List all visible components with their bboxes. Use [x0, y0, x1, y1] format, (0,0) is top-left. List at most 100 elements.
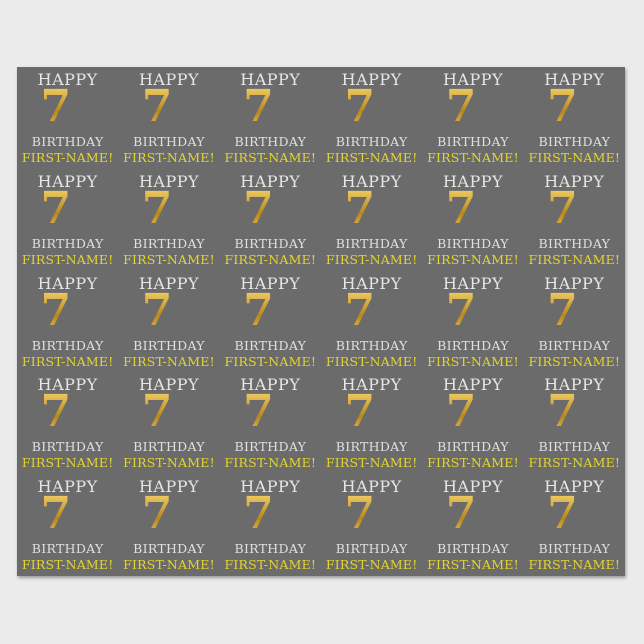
birthday-text: BIRTHDAY: [538, 235, 611, 251]
happy-text: HAPPY: [240, 477, 301, 497]
age-suffix: th: [577, 302, 602, 327]
birthday-text: BIRTHDAY: [133, 337, 205, 353]
happy-text: HAPPY: [544, 171, 605, 191]
birthday-text: BIRTHDAY: [437, 439, 509, 455]
age-number: 7th: [220, 187, 321, 231]
first-name-text: FIRST-NAME!: [224, 251, 317, 267]
age-number: 7th: [422, 289, 523, 333]
age-digit: 7: [445, 81, 477, 132]
birthday-text: BIRTHDAY: [31, 235, 104, 251]
pattern-tile: HAPPY 7th BIRTHDAY FIRST-NAME!: [118, 372, 219, 474]
birthday-text: BIRTHDAY: [335, 439, 408, 455]
age-number: 7th: [422, 85, 523, 129]
pattern-tile: HAPPY 7th BIRTHDAY FIRST-NAME!: [220, 474, 321, 576]
pattern-tile: HAPPY 7th BIRTHDAY FIRST-NAME!: [220, 169, 321, 271]
age-digit: 7: [40, 284, 72, 336]
age-suffix: th: [273, 200, 298, 225]
age-digit: 7: [445, 182, 477, 234]
pattern-tile: HAPPY 7th BIRTHDAY FIRST-NAME!: [422, 271, 523, 373]
happy-text: HAPPY: [37, 375, 98, 395]
age-suffix: th: [71, 99, 95, 123]
age-suffix: th: [476, 404, 501, 429]
happy-text: HAPPY: [544, 70, 605, 89]
first-name-text: FIRST-NAME!: [427, 557, 519, 573]
age-suffix: th: [273, 302, 298, 327]
age-number: 7th: [422, 390, 523, 434]
happy-text: HAPPY: [240, 273, 301, 293]
first-name-text: FIRST-NAME!: [224, 353, 317, 369]
pattern-tile: HAPPY 7th BIRTHDAY FIRST-NAME!: [17, 372, 118, 474]
happy-text: HAPPY: [138, 477, 200, 497]
birthday-text: BIRTHDAY: [538, 337, 611, 353]
age-suffix: th: [71, 404, 95, 429]
pattern-tile: HAPPY 7th BIRTHDAY FIRST-NAME!: [220, 67, 321, 169]
age-suffix: th: [375, 506, 399, 531]
age-digit: 7: [344, 284, 376, 336]
first-name-text: FIRST-NAME!: [21, 557, 114, 573]
age-suffix: th: [172, 302, 197, 327]
first-name-text: FIRST-NAME!: [21, 353, 114, 369]
happy-text: HAPPY: [240, 171, 301, 191]
happy-text: HAPPY: [544, 273, 605, 293]
first-name-text: FIRST-NAME!: [528, 150, 621, 165]
age-suffix: th: [273, 99, 298, 123]
birthday-text: BIRTHDAY: [31, 541, 104, 557]
age-number: 7th: [524, 492, 625, 536]
happy-text: HAPPY: [138, 273, 200, 293]
happy-text: HAPPY: [341, 70, 402, 89]
age-number: 7th: [524, 187, 625, 231]
age-digit: 7: [445, 488, 477, 540]
first-name-text: FIRST-NAME!: [224, 557, 317, 573]
birthday-text: BIRTHDAY: [31, 134, 104, 149]
age-suffix: th: [172, 99, 197, 123]
happy-text: HAPPY: [37, 171, 98, 191]
wrapping-paper-sheet: HAPPY 7th BIRTHDAY FIRST-NAME! HAPPY 7th…: [17, 67, 625, 576]
age-suffix: th: [273, 506, 298, 531]
age-digit: 7: [141, 488, 173, 540]
pattern-tile: HAPPY 7th BIRTHDAY FIRST-NAME!: [17, 474, 118, 576]
age-suffix: th: [375, 302, 399, 327]
birthday-text: BIRTHDAY: [133, 134, 205, 149]
first-name-text: FIRST-NAME!: [427, 353, 519, 369]
age-suffix: th: [71, 302, 95, 327]
birthday-text: BIRTHDAY: [234, 439, 307, 455]
birthday-text: BIRTHDAY: [437, 134, 509, 149]
age-digit: 7: [547, 386, 578, 438]
age-digit: 7: [344, 81, 376, 132]
age-digit: 7: [40, 182, 72, 234]
age-number: 7th: [422, 187, 523, 231]
happy-text: HAPPY: [138, 171, 200, 191]
happy-text: HAPPY: [37, 477, 98, 497]
birthday-text: BIRTHDAY: [234, 337, 307, 353]
age-suffix: th: [172, 200, 197, 225]
happy-text: HAPPY: [442, 375, 504, 395]
age-digit: 7: [243, 81, 274, 132]
age-number: 7th: [524, 289, 625, 333]
happy-text: HAPPY: [138, 70, 200, 89]
age-digit: 7: [141, 386, 173, 438]
age-digit: 7: [40, 488, 72, 540]
birthday-text: BIRTHDAY: [437, 235, 509, 251]
birthday-text: BIRTHDAY: [234, 235, 307, 251]
first-name-text: FIRST-NAME!: [427, 150, 519, 165]
age-suffix: th: [375, 99, 399, 123]
pattern-tile: HAPPY 7th BIRTHDAY FIRST-NAME!: [321, 67, 422, 169]
age-suffix: th: [273, 404, 298, 429]
age-number: 7th: [321, 289, 422, 333]
age-digit: 7: [243, 386, 274, 438]
age-digit: 7: [141, 182, 173, 234]
pattern-tile: HAPPY 7th BIRTHDAY FIRST-NAME!: [220, 372, 321, 474]
pattern-tile: HAPPY 7th BIRTHDAY FIRST-NAME!: [524, 271, 625, 373]
happy-text: HAPPY: [240, 375, 301, 395]
age-number: 7th: [220, 492, 321, 536]
first-name-text: FIRST-NAME!: [325, 353, 418, 369]
age-number: 7th: [220, 85, 321, 129]
birthday-text: BIRTHDAY: [31, 337, 104, 353]
age-digit: 7: [547, 488, 578, 540]
age-number: 7th: [321, 390, 422, 434]
age-number: 7th: [321, 187, 422, 231]
age-digit: 7: [445, 284, 477, 336]
age-number: 7th: [524, 85, 625, 129]
age-number: 7th: [17, 492, 118, 536]
birthday-text: BIRTHDAY: [538, 541, 611, 557]
